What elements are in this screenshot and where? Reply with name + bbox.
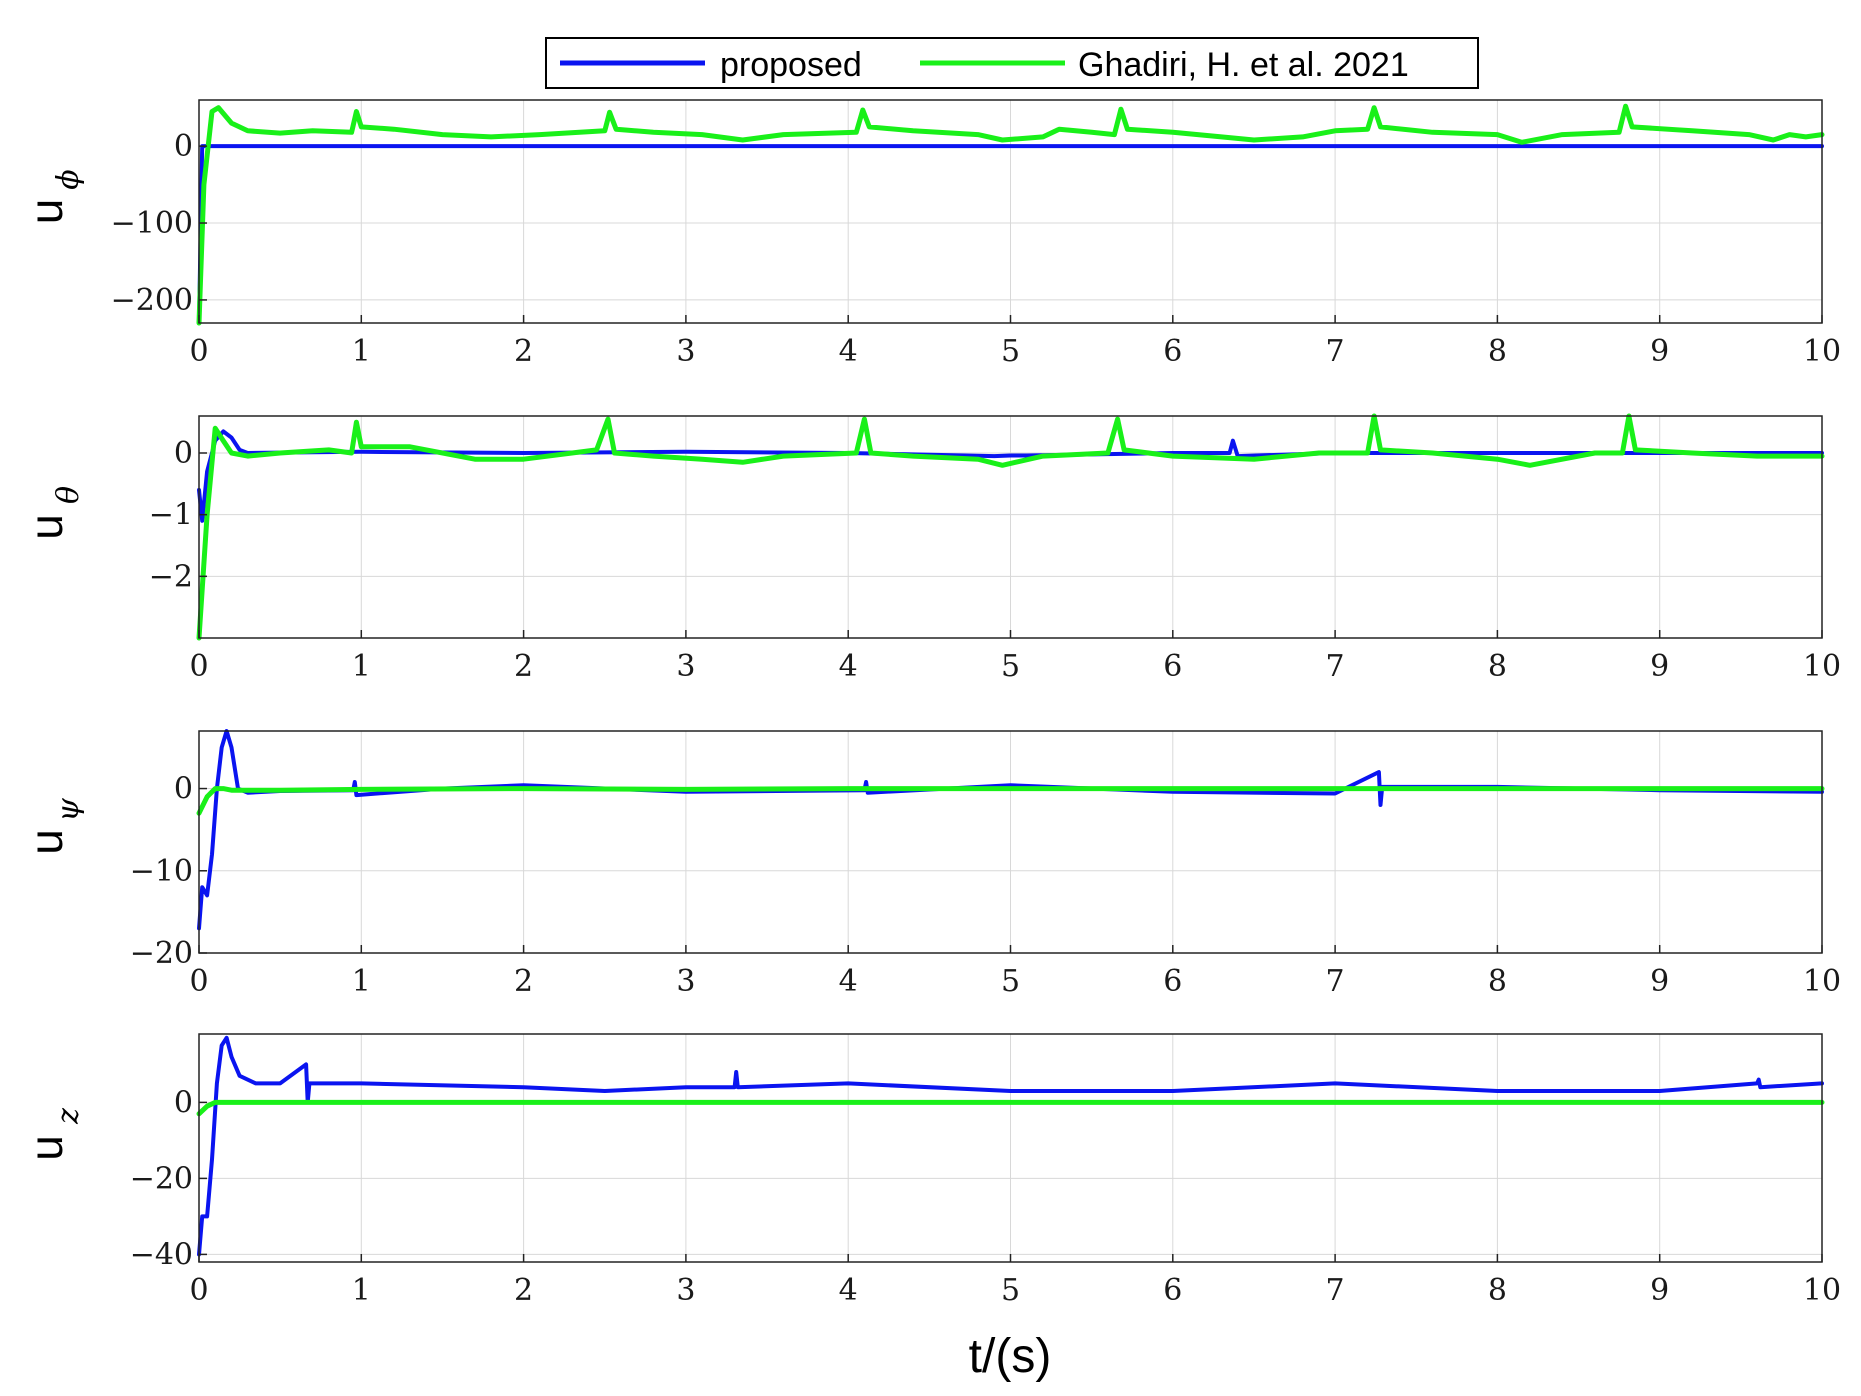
x-tick-label: 2 [514, 649, 533, 684]
y-tick-label: −40 [130, 1237, 193, 1272]
x-tick-label: 1 [352, 334, 371, 369]
y-axis-label-subscript: θ [51, 486, 86, 504]
x-tick-label: 6 [1163, 334, 1182, 369]
y-axis-label: u [20, 829, 72, 855]
series-line-ghadiri [196, 413, 1825, 641]
x-tick-label: 8 [1488, 1273, 1507, 1308]
x-tick-label: 1 [352, 964, 371, 999]
x-tick-label: 5 [1001, 334, 1020, 369]
y-axis-label-subscript: ϕ [51, 169, 86, 189]
x-tick-label: 8 [1488, 334, 1507, 369]
x-tick-label: 7 [1326, 649, 1345, 684]
subplot-1: 0 1 2 3 4 5 6 7 8 9 10 0 −100 −200 uϕ [20, 99, 1841, 369]
y-tick-label: 0 [174, 129, 193, 164]
x-tick-label: 5 [1001, 1273, 1020, 1308]
y-tick-label: 0 [174, 772, 193, 807]
x-tick-label: 9 [1650, 649, 1669, 684]
x-tick-label: 0 [189, 334, 208, 369]
x-tick-label: 10 [1803, 964, 1841, 999]
x-tick-label: 7 [1326, 1273, 1345, 1308]
y-tick-label: −200 [111, 283, 193, 318]
x-tick-label: 7 [1326, 334, 1345, 369]
series-line-ghadiri [196, 1099, 1825, 1117]
legend-label-proposed: proposed [720, 46, 862, 84]
x-tick-label: 3 [676, 649, 695, 684]
y-tick-label: −1 [149, 498, 193, 533]
subplot-3: 0 1 2 3 4 5 6 7 8 9 10 0 −10 −20 uψ [20, 729, 1841, 999]
subplot-4: 0 1 2 3 4 5 6 7 8 9 10 0 −20 −40 uz [20, 1033, 1841, 1308]
x-tick-label: 2 [514, 334, 533, 369]
y-axis-label: u [20, 514, 72, 540]
y-tick-label: 0 [174, 1085, 193, 1120]
x-tick-label: 2 [514, 1273, 533, 1308]
x-tick-label: 5 [1001, 964, 1020, 999]
x-axis-label: t/(s) [969, 1330, 1052, 1383]
x-tick-label: 2 [514, 964, 533, 999]
x-tick-label: 3 [676, 1273, 695, 1308]
x-tick-label: 4 [839, 964, 858, 999]
series-line-proposed [197, 1035, 1824, 1257]
x-tick-label: 8 [1488, 964, 1507, 999]
x-tick-label: 4 [839, 1273, 858, 1308]
x-tick-label: 0 [189, 649, 208, 684]
x-tick-label: 5 [1001, 649, 1020, 684]
y-axis-label: u [20, 1135, 72, 1161]
series-line-ghadiri [196, 103, 1825, 326]
subplot-2: 0 1 2 3 4 5 6 7 8 9 10 0 −1 −2 uθ [20, 413, 1841, 684]
x-tick-label: 8 [1488, 649, 1507, 684]
x-tick-label: 10 [1803, 1273, 1841, 1308]
y-tick-label: −100 [111, 206, 193, 241]
x-tick-label: 0 [189, 964, 208, 999]
legend: proposed Ghadiri, H. et al. 2021 [545, 37, 1479, 89]
x-tick-label: 6 [1163, 649, 1182, 684]
x-tick-label: 4 [839, 334, 858, 369]
x-tick-label: 10 [1803, 649, 1841, 684]
x-tick-label: 9 [1650, 334, 1669, 369]
y-tick-label: −2 [149, 559, 193, 594]
x-tick-label: 7 [1326, 964, 1345, 999]
x-tick-label: 3 [676, 334, 695, 369]
x-tick-label: 3 [676, 964, 695, 999]
y-axis-label: u [20, 199, 72, 225]
x-tick-label: 1 [352, 649, 371, 684]
x-tick-label: 9 [1650, 1273, 1669, 1308]
x-tick-label: 10 [1803, 334, 1841, 369]
series-line-ghadiri [196, 786, 1825, 816]
x-tick-label: 4 [839, 649, 858, 684]
x-tick-label: 6 [1163, 964, 1182, 999]
x-tick-label: 6 [1163, 1273, 1182, 1308]
y-tick-label: 0 [174, 436, 193, 471]
x-tick-label: 0 [189, 1273, 208, 1308]
legend-label-ghadiri: Ghadiri, H. et al. 2021 [1078, 46, 1409, 84]
x-tick-label: 1 [352, 1273, 371, 1308]
y-tick-label: −20 [130, 936, 193, 971]
y-axis-label-subscript: z [51, 1108, 86, 1125]
y-tick-label: −20 [130, 1161, 193, 1196]
y-axis-label-subscript: ψ [51, 798, 86, 822]
x-tick-label: 9 [1650, 964, 1669, 999]
y-tick-label: −10 [130, 854, 193, 889]
